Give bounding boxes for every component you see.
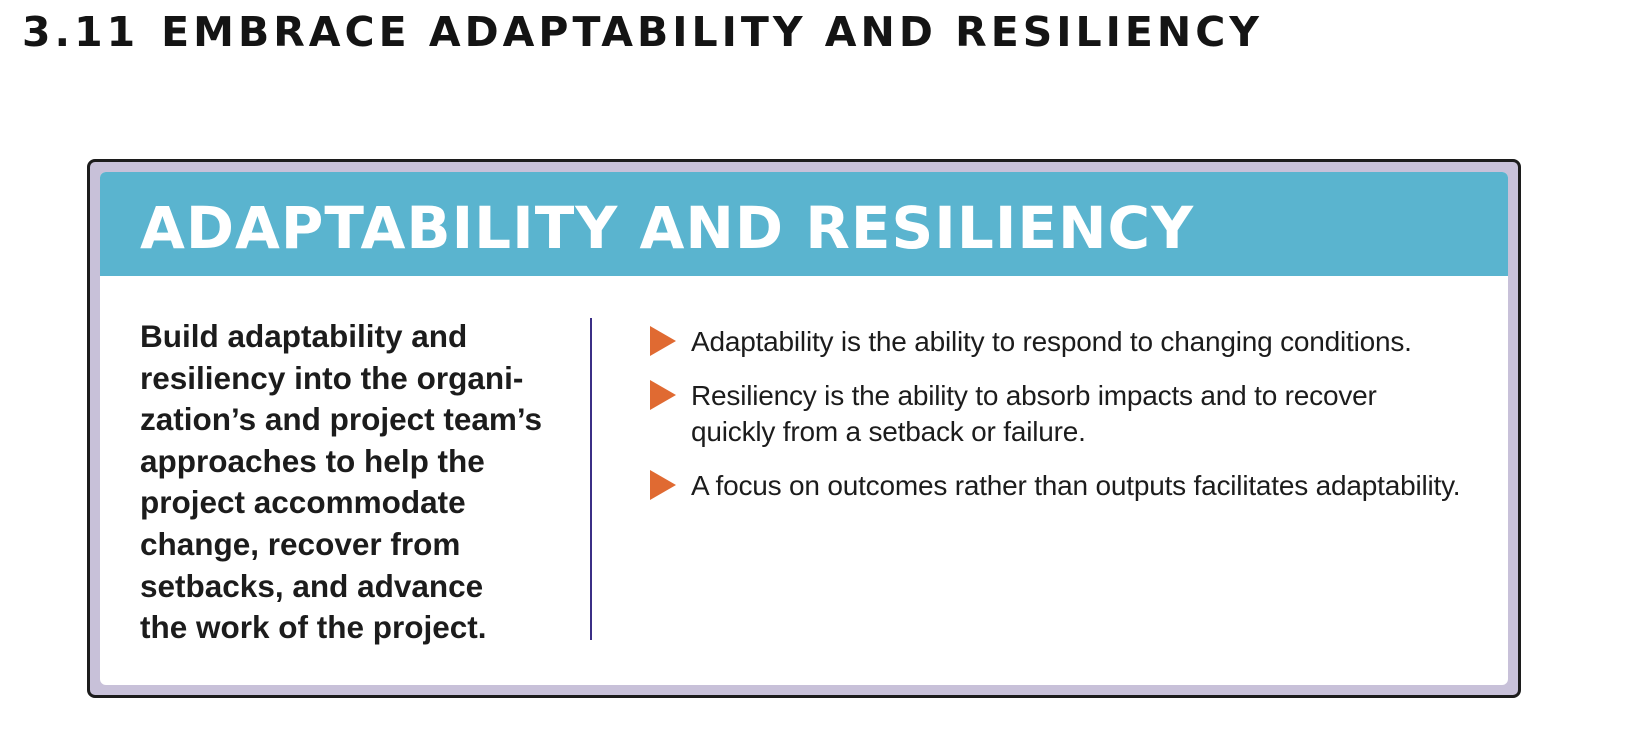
summary-line: resiliency into the organi- — [140, 359, 524, 396]
triangle-right-icon — [650, 470, 676, 500]
section-number: 3.11 — [22, 8, 140, 56]
summary-line: zation’s and project team’s — [140, 401, 543, 438]
callout-box: ADAPTABILITY AND RESILIENCY Build adapta… — [87, 159, 1521, 698]
bullet-item: Resiliency is the ability to absorb impa… — [650, 378, 1481, 450]
bullet-text: A focus on outcomes rather than outputs … — [691, 470, 1461, 501]
bullet-text: Resiliency is the ability to absorb impa… — [691, 380, 1377, 447]
summary-line: change, recover from — [140, 525, 461, 562]
bullet-text: Adaptability is the ability to respond t… — [691, 326, 1412, 357]
column-divider — [590, 318, 592, 640]
bullet-item: Adaptability is the ability to respond t… — [650, 324, 1481, 360]
bullet-list: Adaptability is the ability to respond t… — [650, 324, 1481, 522]
bullet-item: A focus on outcomes rather than outputs … — [650, 468, 1481, 504]
summary-statement: Build adaptability and resiliency into t… — [140, 316, 550, 649]
summary-line: setbacks, and advance — [140, 567, 484, 604]
summary-line: the work of the project. — [140, 609, 487, 646]
callout-content: ADAPTABILITY AND RESILIENCY Build adapta… — [100, 172, 1508, 685]
callout-banner: ADAPTABILITY AND RESILIENCY — [100, 172, 1508, 276]
section-title: EMBRACE ADAPTABILITY AND RESILIENCY — [161, 8, 1263, 56]
section-heading: 3.11 EMBRACE ADAPTABILITY AND RESILIENCY — [22, 8, 1263, 56]
triangle-right-icon — [650, 326, 676, 356]
summary-line: approaches to help the — [140, 442, 485, 479]
summary-line: Build adaptability and — [140, 318, 468, 354]
callout-title: ADAPTABILITY AND RESILIENCY — [140, 194, 1195, 262]
summary-line: project accommodate — [140, 484, 466, 521]
triangle-right-icon — [650, 380, 676, 410]
